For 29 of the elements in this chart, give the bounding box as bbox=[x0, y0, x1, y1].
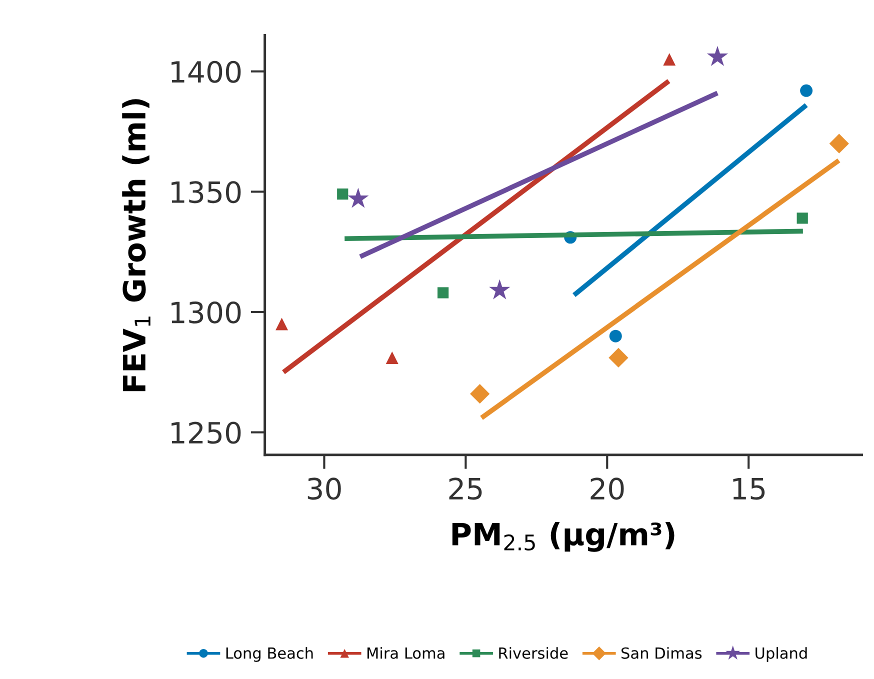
point bbox=[470, 384, 490, 404]
x-tick-label: 15 bbox=[733, 478, 765, 500]
y-tick-label: 1300 bbox=[172, 301, 241, 324]
x-axis-title: PM$_{2.5}$ (μg/m³) bbox=[452, 522, 674, 552]
y-tick-label: 1350 bbox=[172, 181, 241, 204]
point bbox=[800, 84, 813, 97]
legend-label: Long Beach bbox=[226, 647, 313, 662]
x-tick-label: 25 bbox=[449, 478, 482, 500]
point bbox=[829, 134, 849, 154]
point bbox=[608, 348, 628, 368]
legend-label: Mira Loma bbox=[367, 647, 444, 659]
y-tick-label: 1250 bbox=[172, 422, 241, 444]
point bbox=[337, 188, 348, 200]
point bbox=[489, 279, 510, 300]
point bbox=[386, 351, 398, 364]
point bbox=[438, 287, 449, 298]
point bbox=[348, 188, 369, 208]
point bbox=[706, 46, 728, 66]
point bbox=[796, 212, 808, 224]
y-axis-title: FEV$_{1}$ Growth (ml) bbox=[122, 99, 150, 392]
point bbox=[276, 318, 288, 330]
point bbox=[609, 330, 622, 342]
legend-label: Riverside bbox=[499, 647, 568, 659]
y-tick-label: 1400 bbox=[172, 60, 241, 83]
legend-label: Upland bbox=[756, 647, 807, 662]
legend-label: San Dimas bbox=[622, 647, 702, 659]
point bbox=[663, 53, 676, 66]
x-tick-label: 20 bbox=[590, 478, 624, 500]
x-tick-label: 30 bbox=[308, 478, 341, 500]
